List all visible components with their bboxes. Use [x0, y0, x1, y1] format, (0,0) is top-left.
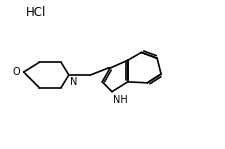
- Text: HCl: HCl: [26, 6, 46, 19]
- Text: N: N: [70, 77, 77, 87]
- Text: O: O: [12, 67, 20, 77]
- Text: NH: NH: [112, 95, 127, 105]
